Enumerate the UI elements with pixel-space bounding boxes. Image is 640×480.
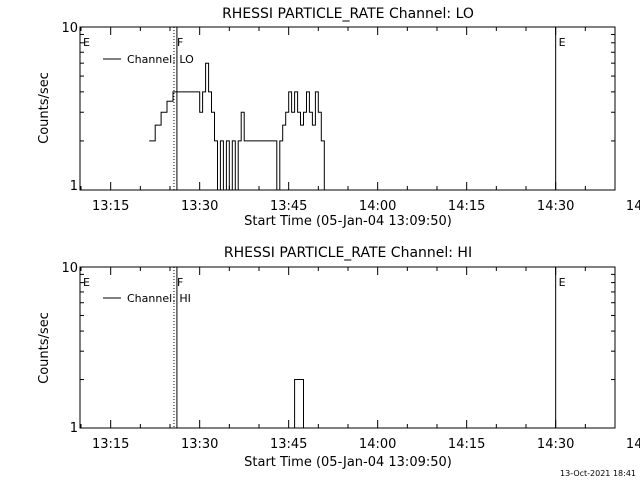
plot-frame — [79, 26, 616, 191]
event-marker-label: E — [559, 276, 566, 289]
y-axis-label: Counts/sec — [37, 312, 52, 384]
x-tick-label: 14:00 — [359, 199, 396, 214]
legend-label: Channel: HI — [127, 292, 191, 305]
x-tick-label: 13:30 — [181, 437, 218, 452]
x-tick-label: 13:45 — [270, 199, 307, 214]
x-axis-label: Start Time (05-Jan-04 13:09:50) — [244, 214, 452, 229]
data-series-line — [291, 379, 309, 429]
y-axis-label: Counts/sec — [37, 72, 52, 144]
x-tick-label: 14:30 — [537, 199, 574, 214]
x-tick-label: 13:15 — [92, 437, 129, 452]
event-marker-label: E — [559, 36, 566, 49]
event-marker-label: F — [177, 36, 183, 49]
data-series-line — [149, 62, 333, 191]
x-tick-label: 14:15 — [448, 199, 485, 214]
x-tick-label: 13:30 — [181, 199, 218, 214]
panel-hi: RHESSI PARTICLE_RATE Channel: HI Counts/… — [37, 245, 640, 470]
event-marker-label: F — [177, 276, 183, 289]
y-tick-label-1: 1 — [70, 421, 78, 436]
event-marker-label: E — [83, 276, 90, 289]
chart-title: RHESSI PARTICLE_RATE Channel: LO — [222, 6, 474, 22]
x-tick-label: 14:45 — [626, 199, 640, 214]
x-tick-label: 13:45 — [270, 437, 307, 452]
x-tick-label: 14:15 — [448, 437, 485, 452]
plot-frame — [79, 266, 616, 429]
x-tick-label: 14:45 — [626, 437, 640, 452]
legend-label: Channel: LO — [127, 53, 194, 66]
x-tick-label: 13:15 — [92, 199, 129, 214]
y-tick-label-10: 10 — [61, 21, 78, 36]
x-axis-label: Start Time (05-Jan-04 13:09:50) — [244, 455, 452, 470]
timestamp-footer: 13-Oct-2021 18:41 — [560, 469, 636, 478]
panel-lo: RHESSI PARTICLE_RATE Channel: LO Counts/… — [37, 6, 640, 229]
y-tick-label-10: 10 — [61, 261, 78, 276]
x-tick-label: 14:30 — [537, 437, 574, 452]
chart-title: RHESSI PARTICLE_RATE Channel: HI — [224, 245, 472, 261]
y-tick-label-1: 1 — [70, 179, 78, 194]
x-tick-label: 14:00 — [359, 437, 396, 452]
event-marker-label: E — [83, 36, 90, 49]
